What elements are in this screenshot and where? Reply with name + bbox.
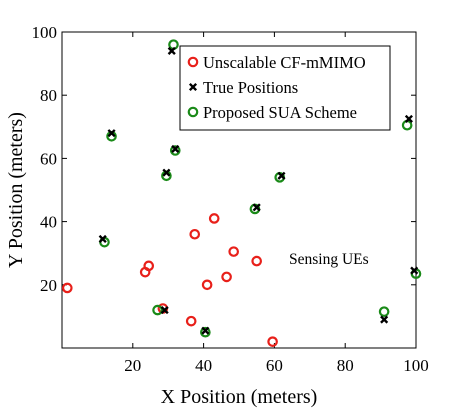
unscalable-cf-mmimo-marker [221, 271, 232, 283]
axis-ticks: 20 40 60 80 100 20 40 60 80 100 [32, 23, 429, 375]
plot-area-frame [61, 31, 417, 349]
unscalable-cf-mmimo-marker [62, 282, 73, 294]
proposed-sua-marker [169, 145, 181, 156]
unscalable-cf-mmimo-marker [201, 279, 213, 291]
unscalable-cf-mmimo-marker [251, 255, 263, 267]
unscalable-cf-mmimo-marker [208, 213, 220, 224]
legend: Unscalable CF-mMIMO True Positions Propose… [179, 45, 391, 131]
legend-label: Unscalable CF-mMIMO [203, 53, 366, 72]
y-tick-label: 80 [40, 86, 57, 105]
true-position-marker [167, 46, 176, 56]
unscalable-cf-mmimo-marker [189, 228, 201, 240]
legend-label: True Positions [203, 78, 298, 97]
proposed-sua-marker [200, 326, 211, 338]
x-tick-label: 20 [124, 356, 141, 375]
true-position-marker [380, 315, 389, 324]
true-position-marker [171, 144, 180, 153]
true-position-marker [107, 129, 116, 138]
legend-marker-true-positions [188, 82, 198, 92]
legend-marker-unscalable-cf-mmimo [187, 56, 199, 68]
true-position-marker [160, 306, 169, 315]
true-position-marker [252, 203, 261, 212]
x-tick-label: 60 [266, 356, 283, 375]
proposed-sua-marker [152, 304, 163, 316]
true-position-marker [201, 326, 210, 335]
true-position-marker [277, 171, 286, 180]
true-position-marker [98, 234, 107, 244]
y-tick-label: 100 [32, 23, 58, 42]
true-position-marker [404, 114, 413, 123]
true-position-marker [162, 168, 171, 177]
y-tick-label: 40 [40, 213, 57, 232]
unscalable-cf-mmimo-marker [267, 336, 278, 347]
x-tick-label: 40 [195, 356, 212, 375]
y-axis-title: Y Position (meters) [5, 112, 27, 268]
true-position-marker [410, 266, 419, 275]
data-points [62, 39, 422, 347]
x-tick-label: 80 [337, 356, 354, 375]
y-tick-label: 60 [40, 149, 57, 168]
proposed-sua-marker [378, 306, 390, 317]
unscalable-cf-mmimo-marker [228, 246, 239, 257]
legend-box [179, 45, 391, 131]
sensing-ues-annotation: Sensing UEs [289, 251, 369, 268]
x-axis-title: X Position (meters) [161, 386, 318, 408]
x-tick-label: 100 [403, 356, 429, 375]
unscalable-cf-mmimo-marker [185, 315, 197, 327]
legend-entries: Unscalable CF-mMIMO True Positions Propose… [187, 53, 366, 122]
unscalable-cf-mmimo-marker [143, 260, 155, 272]
legend-label: Proposed SUA Scheme [203, 103, 357, 122]
y-tick-label: 20 [40, 276, 57, 295]
legend-marker-proposed-sua-scheme [187, 106, 199, 118]
